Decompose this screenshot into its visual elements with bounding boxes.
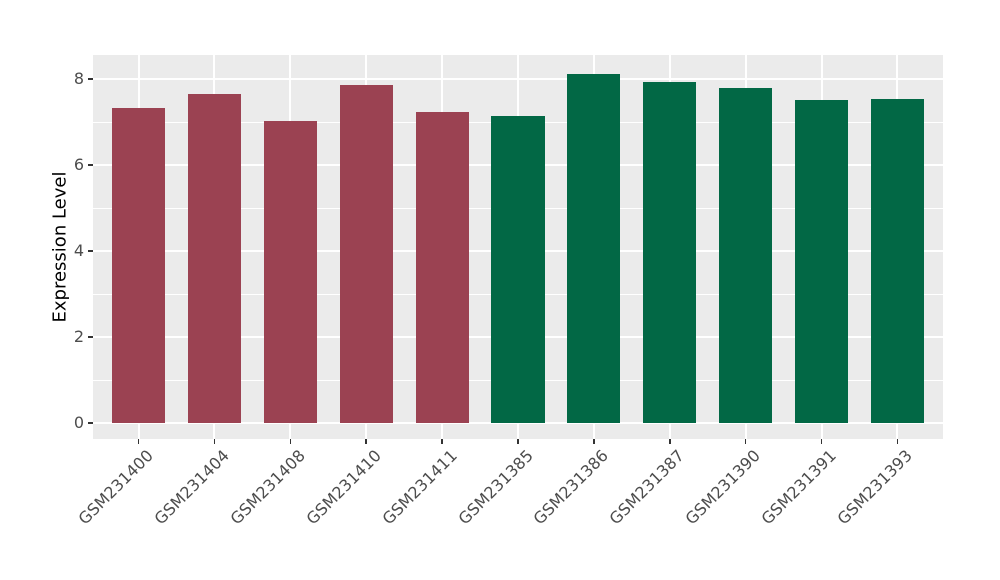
bar-GSM231391 xyxy=(795,100,849,423)
bar-GSM231410 xyxy=(339,84,393,423)
x-tick-mark xyxy=(896,439,899,444)
x-tick-label: GSM231411 xyxy=(378,446,461,529)
x-tick-label: GSM231391 xyxy=(757,446,841,529)
x-tick-label: GSM231390 xyxy=(681,446,765,529)
x-tick-mark xyxy=(137,439,140,444)
bar-GSM231386 xyxy=(567,73,621,423)
y-tick-mark xyxy=(88,336,93,338)
x-tick-mark xyxy=(669,439,671,444)
x-tick-mark xyxy=(441,439,443,444)
bar-GSM231393 xyxy=(870,99,925,423)
y-tick-mark xyxy=(88,422,93,424)
y-tick-mark xyxy=(88,164,93,166)
x-tick-label: GSM231385 xyxy=(454,446,537,529)
y-tick-label: 6 xyxy=(73,155,84,175)
x-tick-label: GSM231393 xyxy=(833,446,916,529)
x-tick-label: GSM231387 xyxy=(605,446,689,529)
x-tick-label: GSM231400 xyxy=(74,446,157,529)
x-tick-mark xyxy=(213,439,216,444)
plot-panel xyxy=(93,55,943,439)
y-tick-label: 2 xyxy=(73,327,84,347)
y-tick-mark xyxy=(88,78,93,80)
y-tick-label: 0 xyxy=(73,413,84,433)
x-tick-label: GSM231386 xyxy=(530,446,613,529)
x-tick-mark xyxy=(593,439,595,444)
x-tick-mark xyxy=(517,439,519,444)
bar-GSM231390 xyxy=(719,87,773,423)
bar-GSM231387 xyxy=(643,82,697,423)
y-tick-label: 8 xyxy=(73,69,84,89)
bar-GSM231411 xyxy=(415,112,469,423)
bar-GSM231408 xyxy=(263,120,317,423)
y-tick-label: 4 xyxy=(73,241,84,261)
y-tick-mark xyxy=(88,250,93,252)
bar-GSM231400 xyxy=(111,107,166,423)
x-tick-mark xyxy=(365,439,367,444)
x-tick-label: GSM231410 xyxy=(302,446,385,529)
bar-GSM231385 xyxy=(491,116,545,423)
x-tick-mark xyxy=(820,439,823,444)
x-tick-mark xyxy=(744,439,747,444)
x-tick-label: GSM231408 xyxy=(226,446,309,529)
x-tick-label: GSM231404 xyxy=(150,446,233,529)
x-tick-mark xyxy=(289,439,292,444)
bar-GSM231404 xyxy=(187,93,241,423)
